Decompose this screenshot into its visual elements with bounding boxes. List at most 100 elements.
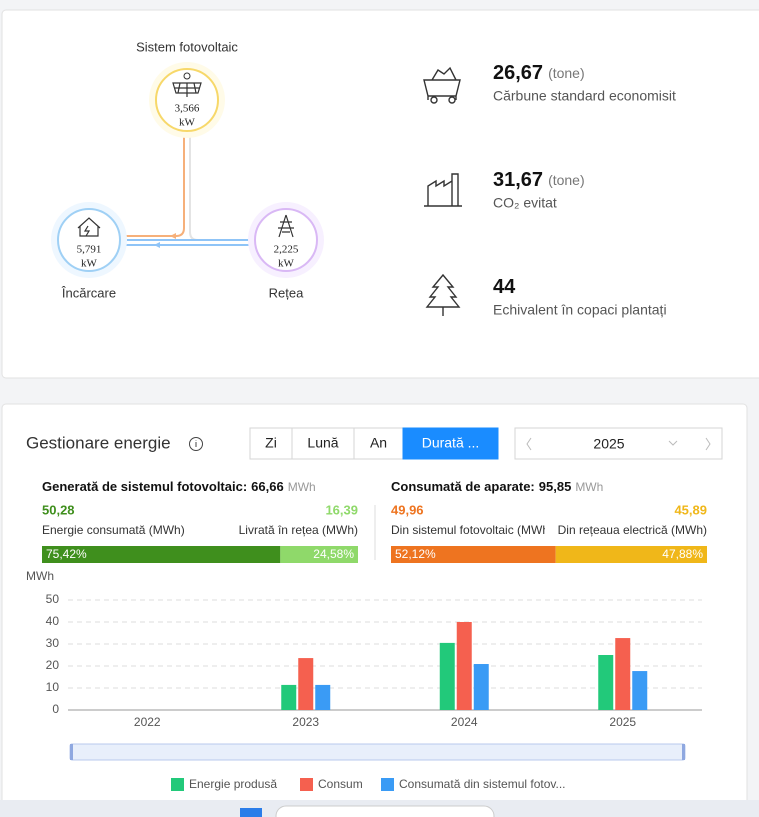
tower-icon: [278, 214, 294, 238]
bar: [615, 638, 631, 710]
stat-unit: (tone): [548, 65, 585, 81]
stat-label: CO₂ evitat: [493, 195, 557, 211]
summary-value: 45,89: [674, 502, 707, 517]
tab[interactable]: [291, 427, 355, 460]
share-bar: [280, 546, 358, 563]
section-title: Gestionare energie: [26, 433, 171, 452]
house-icon: [77, 217, 101, 237]
bar: [315, 684, 331, 710]
flow-arrow: [170, 233, 176, 239]
summary-unit: MWh: [575, 480, 603, 494]
share-label: 24,58%: [313, 547, 354, 561]
stat-value: 44: [493, 276, 516, 298]
picker-chevrons: [526, 437, 711, 451]
summary-value: 16,39: [325, 502, 358, 517]
node-label: Rețea: [269, 285, 304, 300]
y-tick-label: 40: [46, 614, 60, 628]
share-label: 52,12%: [395, 547, 436, 561]
taskbar-search[interactable]: [275, 805, 495, 817]
stat-number: 26,67: [493, 62, 543, 84]
summary-title: Consumată de aparate: 95,85 MWh: [391, 479, 603, 494]
summary-value: 50,28: [42, 502, 75, 517]
node-label: Sistem fotovoltaic: [136, 39, 238, 54]
stat-label: Cărbune standard economisit: [493, 88, 676, 104]
flow-line: [120, 239, 256, 246]
tab-label: Durată ...: [422, 435, 480, 451]
node-unit: kW: [278, 258, 295, 270]
tab-label: Zi: [265, 435, 277, 451]
summary-title: Generată de sistemul fotovoltaic: 66,66 MW…: [42, 479, 316, 494]
y-tick-label: 0: [52, 702, 59, 716]
y-tick-label: 20: [46, 658, 60, 672]
sun-icon: [183, 72, 191, 80]
energy-card: [1, 403, 748, 817]
caption-mask: [196, 522, 208, 540]
share-bar: [555, 546, 707, 563]
slider-handle[interactable]: [682, 744, 685, 760]
summary-value: 49,96: [391, 502, 424, 517]
summary-caption: Livrată în rețea (MWh): [239, 523, 358, 537]
stat-label: Echivalent în copaci plantați: [493, 302, 667, 318]
load-node: [57, 208, 121, 272]
bar: [598, 655, 614, 710]
node-value: 2,225: [274, 244, 299, 256]
x-tick-label: 2025: [609, 715, 636, 729]
summary-label: Generată de sistemul fotovoltaic:: [42, 479, 247, 494]
share-bar: [391, 546, 556, 563]
summary-total: 95,85: [539, 479, 572, 494]
y-axis-label: MWh: [26, 569, 54, 583]
year-value: 2025: [593, 436, 624, 452]
bar: [439, 642, 455, 710]
year-picker[interactable]: [514, 427, 723, 460]
legend-label[interactable]: Consum: [318, 777, 363, 791]
start-button[interactable]: [240, 808, 262, 817]
stat-unit: (tone): [548, 172, 585, 188]
summary-caption: Din sistemul fotovoltaic (MWh: [391, 523, 549, 537]
bar: [456, 622, 472, 710]
legend-swatch[interactable]: [300, 778, 313, 791]
bar: [632, 671, 648, 710]
legend-label[interactable]: Energie produsă: [189, 777, 277, 791]
bar: [298, 658, 314, 710]
legend-swatch[interactable]: [381, 778, 394, 791]
summary-label: Consumată de aparate:: [391, 479, 535, 494]
flow-arrow: [154, 242, 160, 248]
flow-line: [120, 130, 185, 237]
overview-card: [1, 9, 759, 379]
node-value: 3,566: [175, 103, 200, 115]
stat-icons: [423, 66, 462, 316]
node-label: Încărcare: [61, 285, 116, 300]
legend-swatch[interactable]: [171, 778, 184, 791]
tab-label: Lună: [307, 435, 338, 451]
x-tick-label: 2023: [292, 715, 319, 729]
share-label: 47,88%: [662, 547, 703, 561]
bar: [281, 684, 297, 710]
tab[interactable]: [353, 427, 404, 460]
stat-value: 31,67 (tone): [493, 169, 585, 191]
pv-node: [155, 68, 219, 132]
summary-caption: Energie consumată (MWh): [42, 523, 185, 537]
grid-node: [254, 208, 318, 272]
tab[interactable]: [402, 427, 499, 460]
stat-value: 26,67 (tone): [493, 62, 585, 84]
tab[interactable]: [249, 427, 293, 460]
zoom-slider[interactable]: [69, 743, 686, 761]
node-unit: kW: [81, 258, 98, 270]
share-label: 75,42%: [46, 547, 87, 561]
x-tick-label: 2024: [451, 715, 478, 729]
share-bar: [42, 546, 281, 563]
stat-number: 44: [493, 276, 516, 298]
bar: [473, 664, 489, 710]
y-tick-label: 10: [46, 680, 60, 694]
tab-label: An: [370, 435, 387, 451]
stat-number: 31,67: [493, 169, 543, 191]
y-tick-label: 50: [46, 592, 60, 606]
slider-handle[interactable]: [70, 744, 73, 760]
info-icon[interactable]: [189, 437, 203, 451]
node-unit: kW: [179, 117, 196, 129]
x-tick-label: 2022: [134, 715, 161, 729]
legend-label[interactable]: Consumată din sistemul fotov...: [399, 777, 566, 791]
solar-icon: [172, 82, 202, 97]
summary-total: 66,66: [251, 479, 284, 494]
